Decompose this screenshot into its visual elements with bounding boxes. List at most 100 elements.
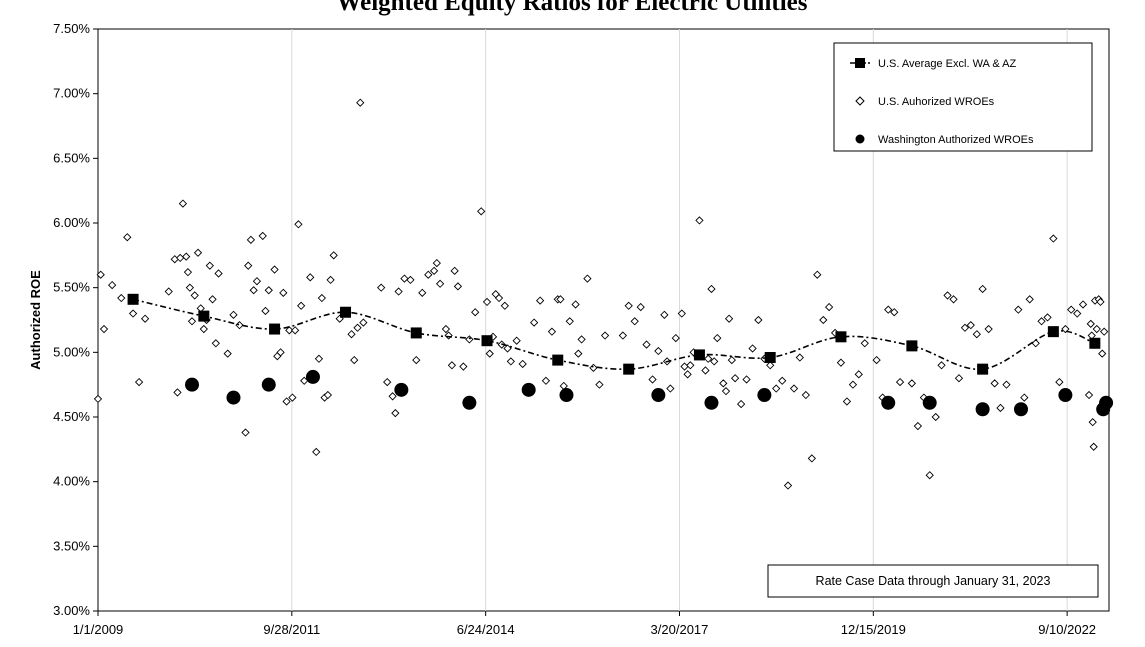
legend-label-us-authorized: U.S. Auhorized WROEs	[878, 96, 995, 108]
us-authorized-point	[1089, 442, 1098, 451]
us-authorized-point	[1073, 309, 1082, 318]
washington-point	[462, 395, 477, 410]
us-authorized-point	[447, 361, 457, 370]
us-authorized-point	[789, 384, 799, 393]
us-authorized-point	[535, 296, 545, 305]
us-authorized-point	[183, 268, 193, 277]
us-authorized-point	[783, 481, 793, 490]
legend: U.S. Average Excl. WA & AZ U.S. Auhorize…	[833, 42, 1093, 152]
us-authorized-point	[134, 377, 144, 387]
legend-label-us-average: U.S. Average Excl. WA & AZ	[878, 58, 1016, 70]
us-authorized-point	[529, 318, 539, 327]
us-authorized-point	[193, 248, 203, 257]
us-authorized-point	[1088, 418, 1097, 427]
us-authorized-point	[93, 394, 103, 404]
us-authorized-point	[296, 301, 306, 310]
us-authorized-point	[541, 376, 551, 385]
us-authorized-point	[140, 314, 150, 323]
us-authorized-point	[1020, 393, 1029, 402]
us-authorized-point	[270, 265, 279, 274]
us-authorized-point	[577, 335, 586, 344]
washington-point	[1058, 388, 1073, 403]
us-authorized-point	[306, 273, 315, 282]
us-authorized-point	[1055, 377, 1064, 387]
us-authorized-point	[388, 392, 397, 401]
us-authorized-point	[931, 412, 940, 422]
us-authorized-point	[1098, 349, 1107, 358]
us-authorized-point	[229, 310, 238, 319]
washington-point	[1014, 402, 1029, 417]
us-authorized-point	[677, 309, 686, 318]
us-authorized-point	[795, 353, 804, 362]
us-authorized-point	[108, 280, 117, 290]
us-authorized-point	[294, 220, 303, 229]
washington-point	[559, 388, 574, 403]
us-authorized-point	[1078, 300, 1088, 309]
us-authorized-point	[190, 291, 199, 300]
us-authorized-point	[724, 314, 734, 323]
us-authorized-point	[954, 374, 964, 383]
us-authorized-point	[686, 361, 695, 370]
y-tick-label: 7.50%	[53, 21, 90, 36]
us-average-point	[693, 349, 705, 361]
us-authorized-point	[317, 293, 327, 303]
us-authorized-point	[435, 279, 445, 288]
us-authorized-point	[1043, 313, 1052, 322]
us-authorized-point	[1100, 327, 1109, 336]
y-tick-label: 6.00%	[53, 215, 90, 230]
us-authorized-point	[704, 354, 713, 363]
us-authorized-point	[282, 397, 291, 406]
us-authorized-point	[836, 358, 846, 367]
washington-point	[922, 395, 937, 410]
us-authorized-point	[913, 421, 923, 431]
us-average-point	[1089, 337, 1101, 349]
us-authorized-point	[701, 366, 710, 375]
y-tick-label: 3.50%	[53, 538, 90, 553]
us-authorized-point	[394, 287, 403, 296]
us-average-point	[835, 331, 847, 343]
us-authorized-point	[824, 302, 834, 312]
us-authorized-point	[314, 354, 324, 363]
x-tick-label: 9/28/2011	[263, 622, 320, 637]
us-authorized-point	[766, 361, 775, 370]
us-authorized-point	[244, 261, 253, 270]
us-average-point	[623, 363, 635, 375]
us-authorized-point	[719, 379, 728, 388]
legend-label-washington: Washington Authorized WROEs	[878, 134, 1034, 146]
us-authorized-point	[978, 284, 987, 294]
us-authorized-point	[329, 251, 338, 260]
us-authorized-point	[128, 309, 138, 318]
us-authorized-point	[854, 370, 863, 379]
legend-diamond-icon	[855, 96, 865, 106]
y-tick-label: 7.00%	[53, 86, 90, 101]
us-authorized-point	[707, 284, 716, 294]
us-authorized-point	[482, 297, 492, 307]
us-authorized-point	[246, 235, 256, 244]
us-authorized-point	[500, 301, 509, 310]
us-authorized-point	[258, 231, 267, 241]
us-authorized-point	[285, 326, 294, 335]
us-authorized-point	[477, 207, 486, 216]
y-tick-label: 4.00%	[53, 474, 90, 489]
us-authorized-point	[241, 428, 250, 437]
us-authorized-point	[710, 357, 719, 366]
us-authorized-point	[860, 339, 869, 348]
annotation-text: Rate Case Data through January 31, 2023	[816, 574, 1051, 588]
us-average-point	[127, 293, 139, 305]
x-tick-label: 3/20/2017	[651, 622, 709, 637]
us-authorized-point	[713, 333, 722, 343]
us-authorized-point	[453, 282, 463, 291]
us-average-point	[340, 306, 352, 318]
x-axis: 1/1/2009 9/28/2011 6/24/2014 3/20/2017 12/15…	[73, 611, 1096, 637]
x-tick-label: 9/10/2022	[1038, 622, 1096, 637]
us-authorized-point	[736, 399, 746, 409]
us-authorized-point	[288, 393, 297, 402]
us-authorized-point	[199, 324, 208, 334]
us-average-point	[198, 310, 210, 322]
washington-point	[305, 369, 320, 384]
y-tick-label: 5.00%	[53, 344, 90, 359]
us-authorized-point	[1014, 305, 1023, 314]
us-authorized-point	[359, 318, 368, 327]
washington-point	[651, 388, 666, 403]
y-tick-label: 5.50%	[53, 280, 90, 295]
